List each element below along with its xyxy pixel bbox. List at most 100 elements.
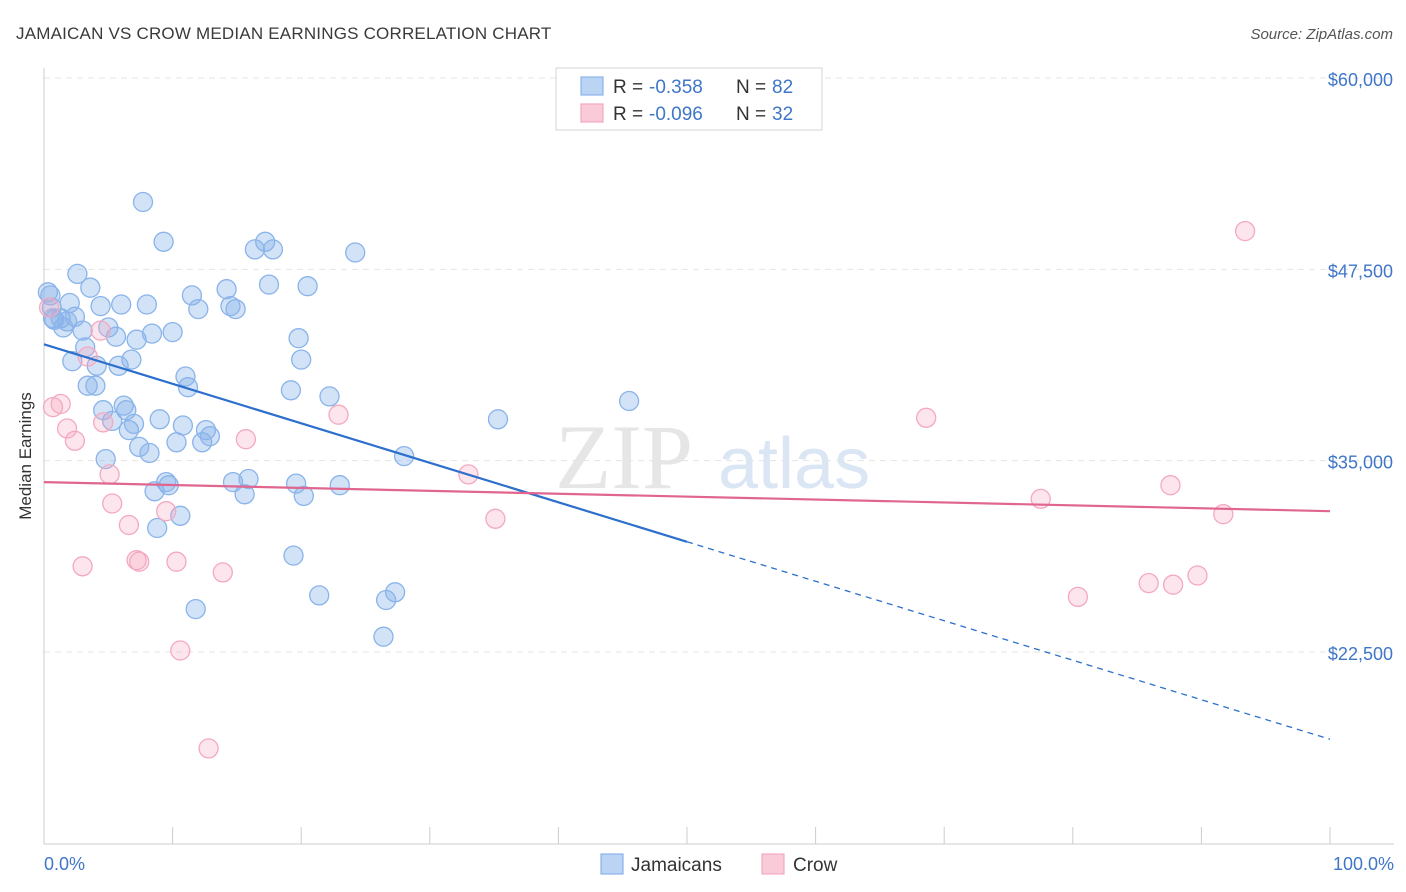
crow-point [118,514,140,536]
jamaicans-point [95,448,116,470]
jamaicans-point [258,274,280,295]
jamaicans-point [37,282,59,303]
jamaicans-point [329,475,350,496]
crow-point [129,551,150,572]
jamaicans-point [238,468,259,490]
crow-point [72,556,93,577]
y-tick-label: $22,500 [1328,644,1393,664]
jamaicans-point [234,484,255,505]
jamaicans-point [121,349,142,370]
jamaicans-point [136,294,158,315]
crow-point [90,320,111,341]
crow-point [102,493,123,514]
jamaicans-point [345,242,366,263]
jamaicans-point [199,426,221,447]
watermark-atlas: atlas [718,424,870,504]
series-legend: Jamaicans Crow [600,853,838,876]
axes [43,68,1394,845]
jamaicans-point [373,626,394,647]
jamaicans-trend-line [43,343,688,543]
crow-point [328,404,349,425]
crow-point [1067,586,1089,608]
jamaicans-point [188,298,209,320]
crow-point [916,407,937,428]
legend-r-label-jamaicans: R = [613,77,643,98]
bottom-legend-swatch-crow [761,853,785,875]
crow-point [1234,220,1256,242]
x-tick-label-max: 100.0% [1333,854,1394,874]
legend-n-label-jamaicans: N = [736,77,766,98]
legend-r-value-jamaicans: -0.358 [649,77,703,98]
crow-point [77,346,98,367]
jamaicans-point [262,239,284,260]
jamaicans-point [309,585,330,606]
jamaicans-point [487,409,509,430]
jamaicans-point [288,328,309,349]
legend-n-label-crow: N = [736,104,766,125]
jamaicans-point [111,294,132,315]
x-axis-ticks [43,827,1331,844]
crow-point [166,551,187,572]
crow-trend-line [43,480,1331,513]
jamaicans-point [185,598,206,620]
crow-point [198,738,219,759]
jamaicans-point [132,191,154,213]
jamaicans-point [172,415,194,436]
series-crow-points [38,220,1256,759]
jamaicans-point [618,390,640,412]
jamaicans-point [123,413,145,435]
crow-point [156,501,177,522]
jamaicans-point [156,471,177,493]
jamaicans-point [162,321,183,343]
crow-point [93,412,114,433]
crow-point [56,418,78,439]
gridlines [44,77,1394,653]
jamaicans-trend-extension [686,541,1331,740]
trend-lines [43,343,1331,740]
jamaicans-point [153,231,174,252]
jamaicans-point [255,231,276,252]
legend-n-value-crow: 32 [772,104,793,125]
crow-point [212,562,233,583]
crow-point [64,430,86,451]
series-jamaicans-points [37,191,640,647]
jamaicans-point [67,263,88,285]
x-tick-label-min: 0.0% [44,854,85,874]
jamaicans-point [77,375,98,396]
jamaicans-point [283,545,304,566]
y-axis-ticks: $22,500 $35,000 $47,500 $60,000 [1328,70,1393,664]
chart-source: Source: ZipAtlas.com [1250,26,1393,43]
legend-swatch-jamaicans [580,76,604,96]
crow-point [1187,565,1208,586]
jamaicans-point [108,355,129,376]
legend-n-value-jamaicans: 82 [772,77,793,98]
legend-r-label-crow: R = [613,104,643,125]
jamaicans-point [126,329,147,350]
jamaicans-point [244,239,266,260]
crow-point [1162,574,1184,595]
crow-point [170,640,191,661]
bottom-legend-label-crow: Crow [793,855,838,876]
legend-r-value-crow: -0.096 [649,104,703,125]
jamaicans-point [85,375,106,396]
y-tick-label: $47,500 [1328,261,1393,281]
jamaicans-point [280,380,302,401]
jamaicans-point [90,295,111,317]
jamaicans-point [225,298,246,320]
jamaicans-point [319,386,340,407]
y-tick-label: $60,000 [1328,70,1393,90]
y-axis-label: Median Earnings [16,392,35,520]
legend-swatch-crow [580,103,604,123]
crow-point [235,429,257,450]
jamaicans-point [393,445,415,467]
bottom-legend-swatch-jamaicans [600,853,624,875]
crow-point [1160,475,1181,496]
watermark-zip: ZIP [555,406,693,508]
jamaicans-point [216,279,237,300]
stats-legend: R = -0.358 N = 82 R = -0.096 N = 32 [555,67,823,131]
jamaicans-point [72,320,93,341]
crow-point [50,393,71,415]
chart-title: JAMAICAN VS CROW MEDIAN EARNINGS CORRELA… [16,24,551,43]
jamaicans-point [293,485,314,507]
